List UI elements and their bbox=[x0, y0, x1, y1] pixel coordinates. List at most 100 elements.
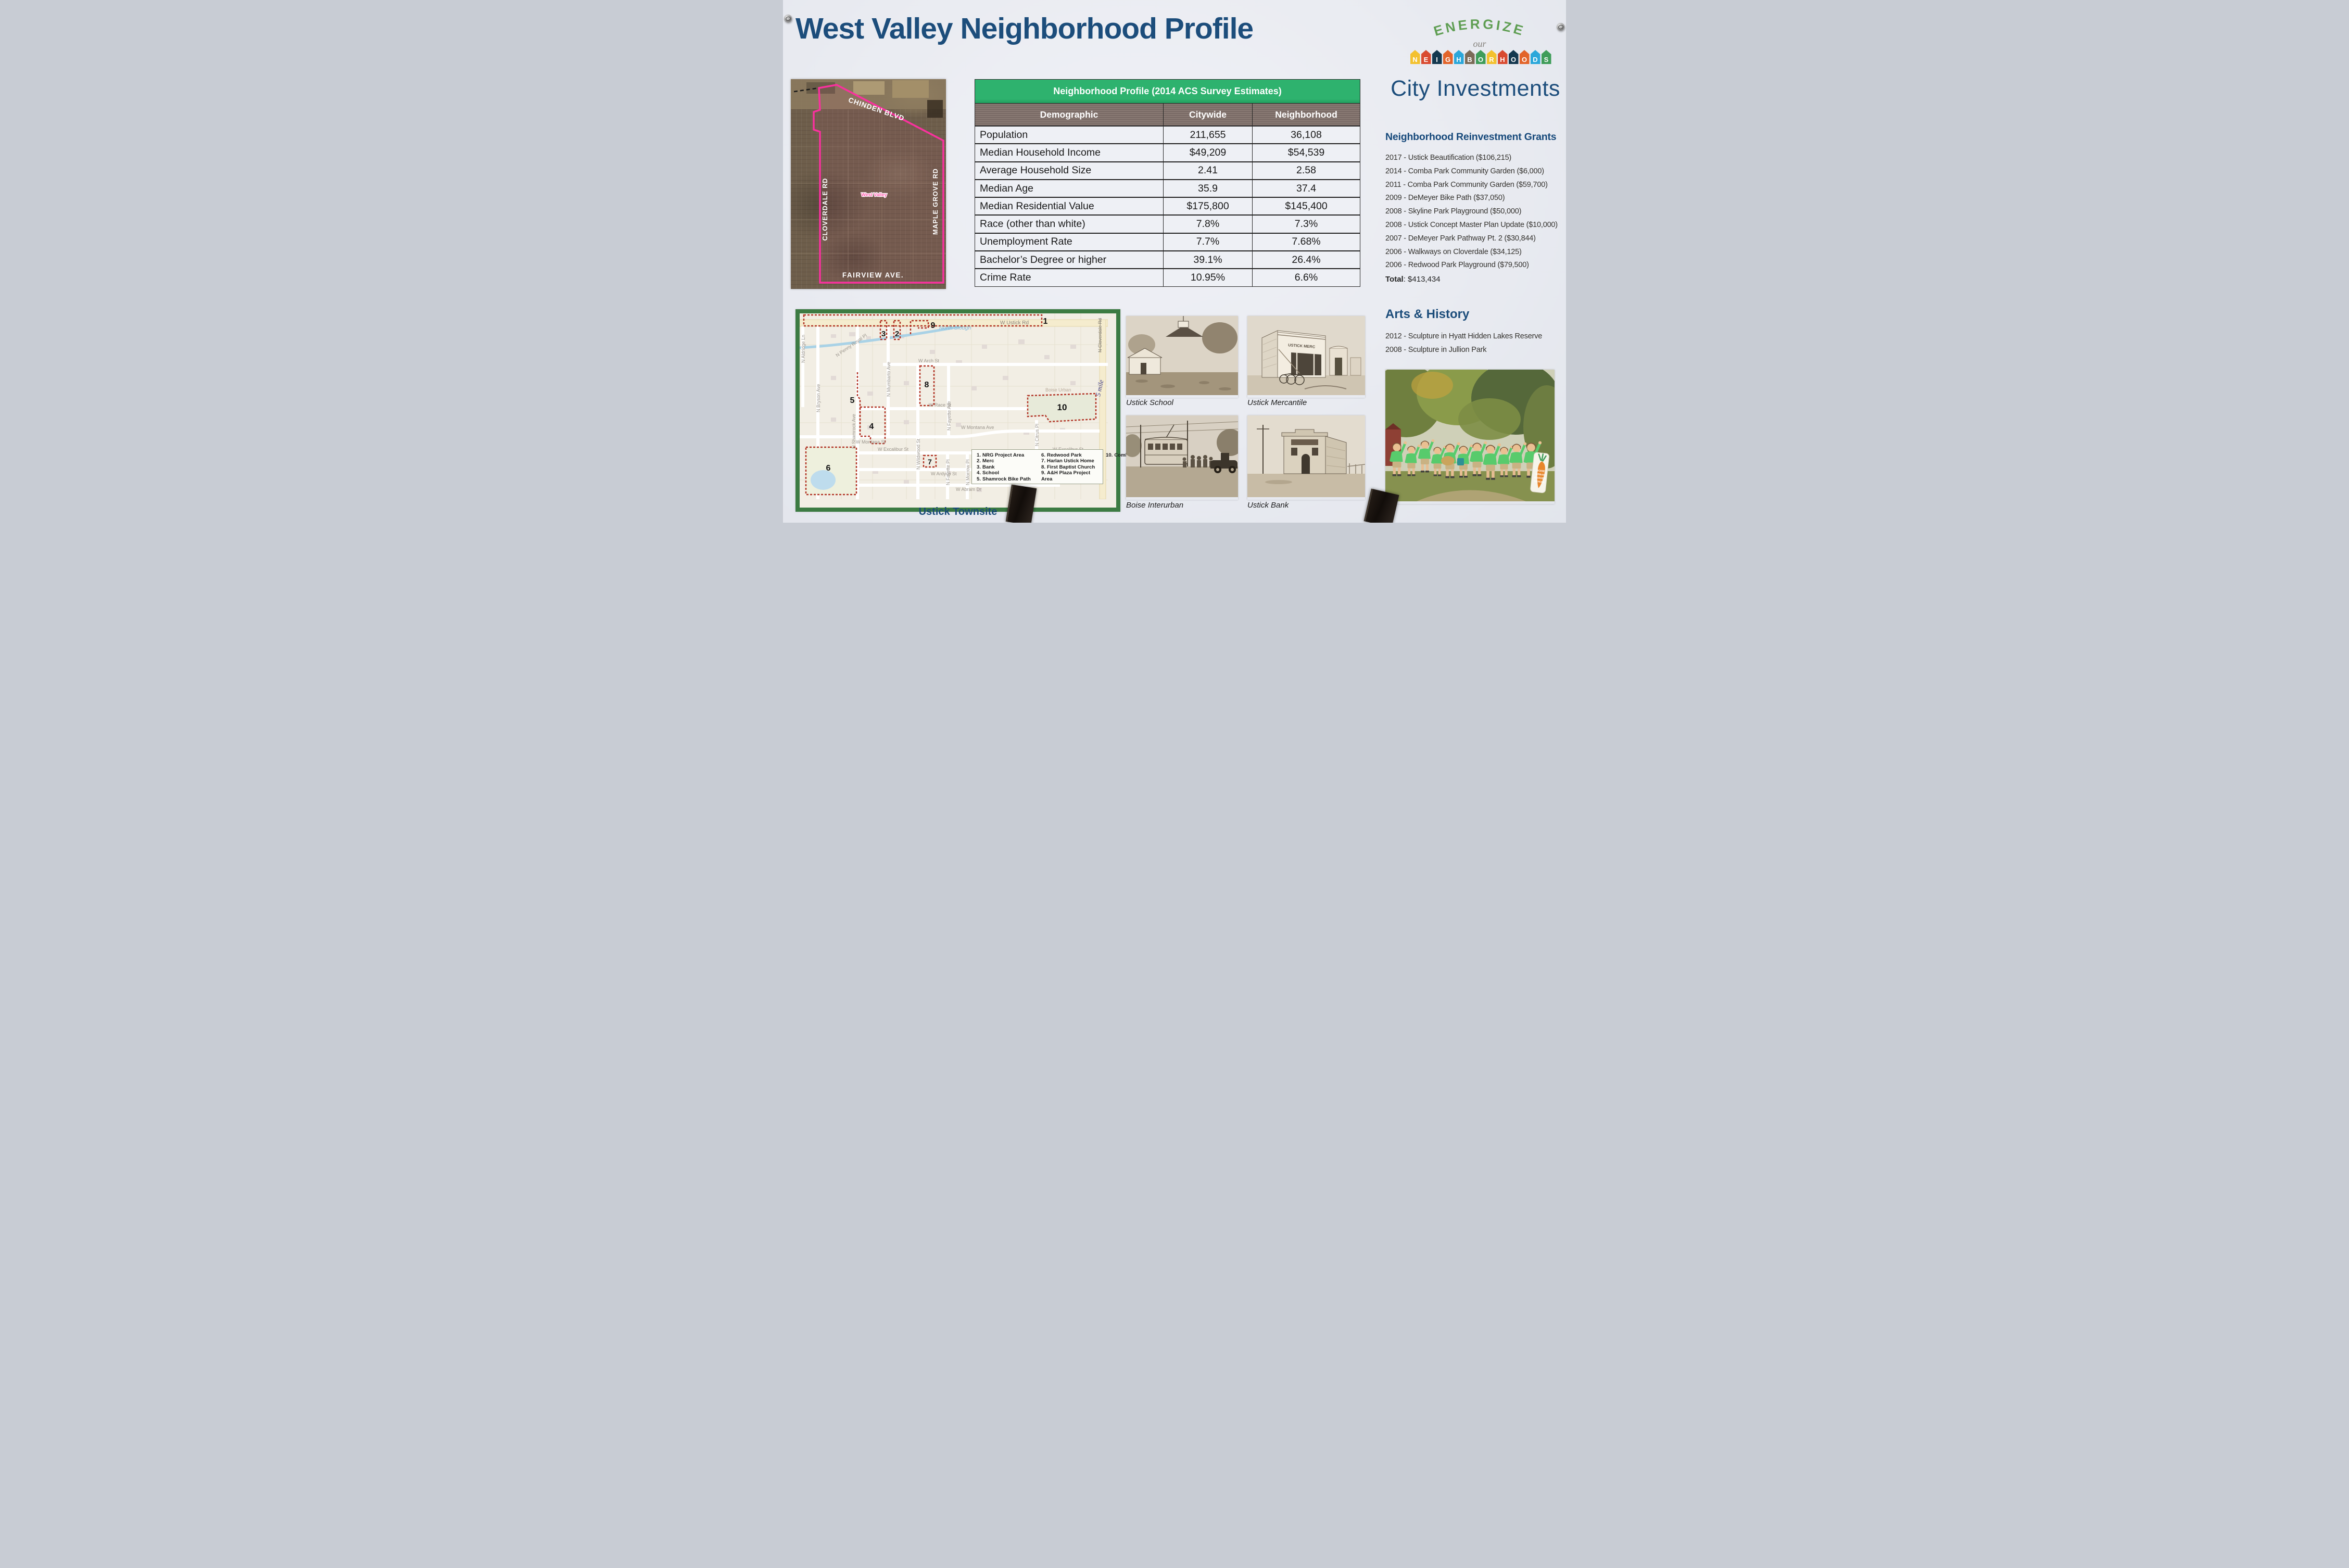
grants-total: Total: $413,434 bbox=[1385, 275, 1441, 284]
photo-garden-group: BOISE URBAN GARDEN SCHOOL bbox=[1370, 361, 1566, 504]
region-9-ah-plaza bbox=[910, 320, 929, 334]
row-label: Median Residential Value bbox=[980, 200, 1094, 212]
push-pin-icon bbox=[784, 15, 792, 22]
region-label-6: 6 bbox=[826, 464, 831, 473]
aldridge-label: N Aldridge Ln bbox=[801, 335, 806, 363]
cloverdale-rd-label: CLOVERDALE RD bbox=[822, 178, 829, 241]
garden-school-sign: BOISE URBAN GARDEN SCHOOL bbox=[1530, 452, 1549, 494]
fayette-ave-label: N Fayette Ave bbox=[946, 401, 952, 431]
grant-item: 2017 - Ustick Beautification ($106,215) bbox=[1385, 154, 1512, 162]
svg-text:SCHOOL: SCHOOL bbox=[1534, 480, 1545, 484]
row-label: Bachelor’s Degree or higher bbox=[980, 254, 1107, 265]
push-pin-icon bbox=[1557, 23, 1564, 31]
arch-label: W Arch St bbox=[918, 358, 940, 363]
citywide-value: 2.41 bbox=[1163, 162, 1252, 179]
fayette-pl-label: N Fayette Pl bbox=[945, 459, 951, 485]
citywide-value: $175,800 bbox=[1163, 198, 1252, 215]
house-letter-icon: B bbox=[1464, 50, 1475, 64]
row-label: Median Household Income bbox=[980, 146, 1101, 158]
table-row: Median Age 35.9 37.4 bbox=[975, 179, 1360, 197]
row-label: Median Age bbox=[980, 182, 1033, 194]
neighborhood-value: 7.3% bbox=[1252, 216, 1360, 233]
logo-our-text: our bbox=[1473, 39, 1486, 49]
wildwood-label: N Wildwood St bbox=[916, 438, 921, 470]
region-label-1: 1 bbox=[1043, 317, 1048, 326]
photo-boise-interurban bbox=[1123, 415, 1244, 500]
montana-st-label: W Montana St bbox=[856, 439, 886, 445]
region-10-comba-park bbox=[1027, 393, 1097, 423]
photo-ustick-mercantile: USTICK MERC bbox=[1247, 316, 1365, 398]
total-label: Total bbox=[1385, 275, 1404, 284]
boise-urban-label: Boise Urban bbox=[1045, 387, 1071, 393]
arts-list: 2012 - Sculpture in Hyatt Hidden Lakes R… bbox=[1385, 330, 1566, 357]
grants-list: 2017 - Ustick Beautification ($106,215) 2… bbox=[1385, 151, 1566, 272]
energize-neighborhoods-logo: ENERGIZE our N E I G H B O R H bbox=[1406, 11, 1554, 65]
house-letter-icon: D bbox=[1530, 50, 1540, 64]
logo-energize-text: ENERGIZE bbox=[1432, 16, 1527, 39]
table-row: Unemployment Rate 7.7% 7.68% bbox=[975, 232, 1360, 251]
col-neighborhood: Neighborhood bbox=[1252, 104, 1360, 125]
col-demographic: Demographic bbox=[1040, 109, 1098, 120]
logo-arc-svg: ENERGIZE bbox=[1432, 16, 1527, 39]
logo-houses: N E I G H B O R H O O D bbox=[1407, 50, 1555, 64]
maple-grove-rd-label: MAPLE GROVE RD bbox=[932, 168, 939, 235]
table-title: Neighborhood Profile (2014 ACS Survey Es… bbox=[975, 80, 1360, 103]
region-1-nrg-area bbox=[803, 314, 1043, 327]
house-letter-icon: G bbox=[1443, 50, 1453, 64]
abram-label: W Abram Dr bbox=[956, 487, 981, 492]
house-letter-icon: S bbox=[1541, 50, 1551, 64]
region-label-4: 4 bbox=[869, 422, 874, 431]
region-label-5: 5 bbox=[850, 396, 855, 405]
city-investments-heading: City Investments bbox=[1391, 76, 1560, 101]
caption-ustick-mercantile: Ustick Mercantile bbox=[1247, 398, 1307, 407]
demographics-table: Neighborhood Profile (2014 ACS Survey Es… bbox=[975, 79, 1360, 287]
region-3-bank bbox=[879, 320, 888, 340]
region-label-7: 7 bbox=[928, 458, 932, 466]
citywide-value: 10.95% bbox=[1163, 269, 1252, 286]
citywide-value: $49,209 bbox=[1163, 144, 1252, 161]
citrus-label: N Citrus Pl bbox=[1034, 424, 1040, 446]
legend-item: 8. First Baptist Church bbox=[1041, 464, 1095, 470]
region-8-first-baptist bbox=[919, 365, 935, 407]
page-title: West Valley Neighborhood Profile bbox=[795, 12, 1254, 45]
caption-ustick-bank: Ustick Bank bbox=[1247, 501, 1289, 510]
neighborhood-value: $54,539 bbox=[1252, 144, 1360, 161]
arts-item: 2012 - Sculpture in Hyatt Hidden Lakes R… bbox=[1385, 332, 1543, 340]
boundary-outline bbox=[813, 84, 944, 284]
col-citywide: Citywide bbox=[1163, 104, 1252, 125]
fairview-ave-label: FAIRVIEW AVE. bbox=[842, 271, 904, 279]
map-legend: 1. NRG Project Area 2. Merc 3. Bank 4. Schoo… bbox=[971, 449, 1143, 484]
region-label-9: 9 bbox=[931, 321, 936, 330]
table-header-row: Demographic Citywide Neighborhood bbox=[975, 103, 1360, 125]
bryson-label: N Bryson Ave bbox=[816, 384, 821, 412]
table-row: Population 211,655 36,108 bbox=[975, 125, 1360, 144]
legend-item: 9. A&H Plaza Project Area bbox=[1041, 470, 1091, 482]
merc-sign-text: USTICK MERC bbox=[1288, 343, 1316, 349]
arts-item: 2008 - Sculpture in Jullion Park bbox=[1385, 345, 1487, 354]
region-label-3: 3 bbox=[881, 330, 886, 338]
neighborhood-value: 36,108 bbox=[1252, 127, 1360, 144]
grant-item: 2006 - Walkways on Cloverdale ($34,125) bbox=[1385, 247, 1522, 256]
neighborhood-value: 26.4% bbox=[1252, 251, 1360, 269]
svg-text:GARDEN: GARDEN bbox=[1534, 476, 1546, 480]
caption-boise-interurban: Boise Interurban bbox=[1126, 501, 1184, 510]
citywide-value: 7.7% bbox=[1163, 233, 1252, 251]
caption-ustick-school: Ustick School bbox=[1126, 398, 1173, 407]
row-label: Crime Rate bbox=[980, 272, 1031, 284]
table-row: Median Residential Value $175,800 $145,4… bbox=[975, 197, 1360, 215]
grant-item: 2006 - Redwood Park Playground ($79,500) bbox=[1385, 261, 1529, 270]
arts-history-heading: Arts & History bbox=[1385, 307, 1470, 321]
house-letter-icon: O bbox=[1508, 50, 1519, 64]
race-label: W Race St bbox=[929, 402, 952, 408]
legend-item: 2. Merc bbox=[977, 458, 994, 464]
north-slough-label: North Slough bbox=[939, 325, 971, 331]
house-letter-icon: N bbox=[1410, 50, 1420, 64]
legend-item: 5. Shamrock Bike Path bbox=[977, 476, 1031, 482]
montana-ave-label: W Montana Ave bbox=[961, 425, 994, 430]
house-letter-icon: R bbox=[1486, 50, 1497, 64]
legend-item: 1. NRG Project Area bbox=[977, 452, 1025, 458]
house-letter-icon: O bbox=[1475, 50, 1486, 64]
citywide-value: 35.9 bbox=[1163, 180, 1252, 197]
shamrock-label: N Shamrock Ave bbox=[851, 414, 856, 449]
citywide-value: 39.1% bbox=[1163, 251, 1252, 269]
